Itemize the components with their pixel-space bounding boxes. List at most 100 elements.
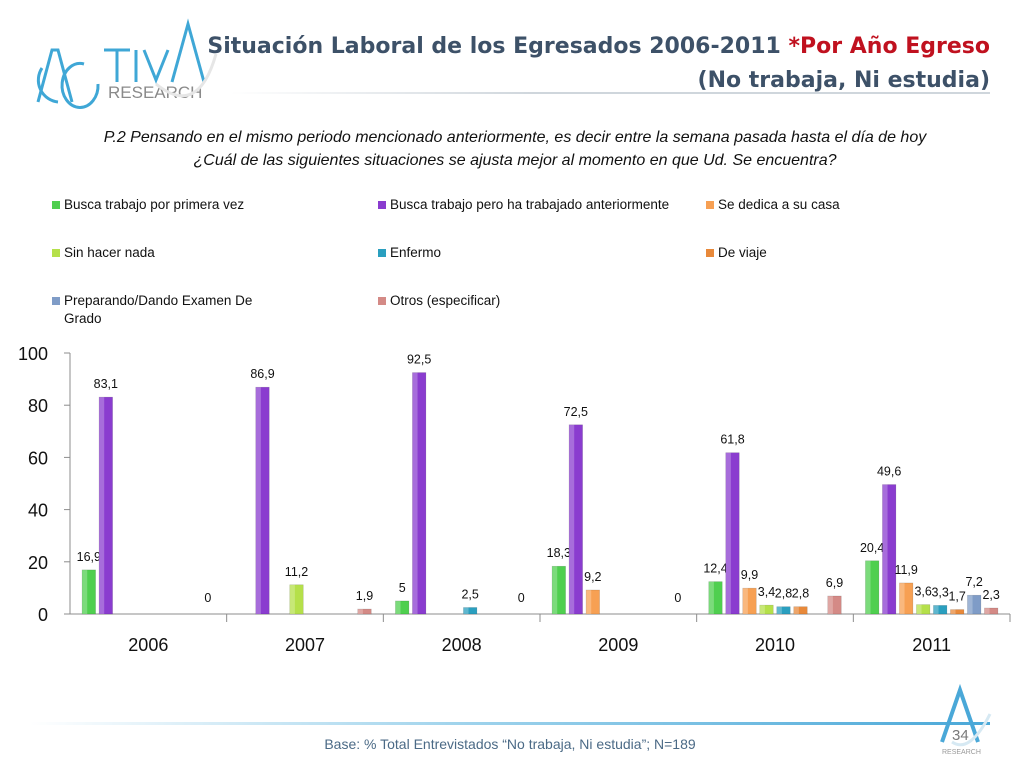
data-label: 7,2 (965, 575, 982, 589)
data-label: 1,7 (948, 590, 965, 604)
x-tick-label: 2009 (598, 635, 638, 655)
title-highlight: *Por Año Egreso (788, 34, 990, 59)
data-label: 3,3 (931, 585, 948, 599)
bar (725, 452, 740, 615)
bar (916, 604, 931, 615)
title-divider (230, 92, 990, 94)
bar-highlight (950, 609, 956, 614)
data-label: 0 (674, 591, 681, 605)
legend-swatch (52, 249, 60, 257)
legend-item: Sin hacer nada (52, 244, 155, 262)
bar (742, 587, 757, 615)
bar-highlight (916, 604, 922, 614)
data-label: 2,8 (775, 587, 792, 601)
legend-item: Busca trabajo pero ha trabajado anterior… (378, 196, 669, 214)
data-label: 6,9 (826, 576, 843, 590)
data-label: 49,6 (877, 465, 901, 479)
legend-item: De viaje (706, 244, 767, 262)
legend-label: Busca trabajo pero ha trabajado anterior… (390, 197, 670, 212)
bar-highlight (742, 588, 748, 614)
data-label: 2,3 (982, 588, 999, 602)
bar (463, 607, 478, 615)
bar-highlight (99, 397, 105, 614)
legend-swatch (378, 249, 386, 257)
page-number: 34 (952, 727, 969, 744)
bar-highlight (865, 560, 871, 614)
legend-swatch (706, 249, 714, 257)
bar-highlight (586, 589, 592, 614)
bar-highlight (82, 569, 88, 614)
question-line-2: ¿Cuál de las siguientes situaciones se a… (193, 152, 837, 169)
bar-chart: 0 20 40 60 80 100 2006 16,9 83,1 0 2007 86,9 11,2 1,9… (18, 344, 1011, 655)
legend-label: Enfermo (390, 245, 442, 260)
bar (776, 606, 791, 615)
bar (412, 372, 427, 615)
bar (882, 484, 897, 615)
data-label: 3,4 (758, 585, 775, 599)
bar-highlight (759, 605, 765, 614)
slide-title: Situación Laboral de los Egresados 2006-… (207, 30, 990, 98)
bar-highlight (569, 424, 575, 614)
title-line-1: Situación Laboral de los Egresados 2006-… (207, 30, 990, 64)
bar-highlight (967, 595, 973, 614)
data-label: 11,2 (285, 565, 308, 579)
question-line-1: P.2 Pensando en el mismo periodo mencion… (103, 129, 927, 146)
y-tick-label: 20 (28, 553, 48, 573)
legend-swatch (52, 297, 60, 305)
legend-swatch (378, 297, 386, 305)
bar (984, 607, 999, 615)
y-tick-label: 60 (28, 448, 48, 468)
data-label: 16,9 (77, 550, 101, 564)
title-line-2: (No trabaja, Ni estudia) (697, 68, 990, 93)
data-label: 0 (518, 591, 525, 605)
bar (967, 594, 982, 615)
bar (395, 600, 410, 615)
footer-divider (30, 722, 990, 725)
bar-highlight (793, 606, 799, 614)
data-label: 9,2 (584, 570, 601, 584)
bar-highlight (725, 452, 731, 614)
data-label: 1,9 (356, 589, 373, 603)
bar-highlight (552, 566, 558, 614)
legend-label: Preparando/Dando Examen De Grado (64, 293, 253, 326)
data-label: 2,8 (792, 587, 809, 601)
bar (933, 605, 948, 615)
y-tick-label: 0 (38, 605, 48, 625)
bar (568, 424, 583, 615)
data-label: 18,3 (547, 546, 571, 560)
bar (827, 595, 842, 615)
data-label: 5 (399, 581, 406, 595)
legend-swatch (706, 201, 714, 209)
legend-label: Se dedica a su casa (718, 197, 840, 212)
legend-swatch (378, 201, 386, 209)
base-note: Base: % Total Entrevistados “No trabaja,… (324, 736, 696, 752)
bar (585, 589, 600, 615)
bar (289, 584, 304, 615)
bar (255, 386, 270, 615)
bar-highlight (899, 582, 905, 614)
bar (899, 582, 914, 615)
data-label: 20,4 (860, 541, 884, 555)
legend-label: Sin hacer nada (64, 245, 155, 260)
bar (357, 608, 372, 615)
data-label: 61,8 (720, 433, 744, 447)
x-tick-label: 2011 (912, 635, 951, 655)
bar-highlight (357, 609, 363, 614)
bar-highlight (882, 484, 888, 614)
bar (708, 581, 723, 615)
bar-highlight (776, 606, 782, 614)
data-label: 0 (204, 591, 211, 605)
legend-item: Se dedica a su casa (706, 196, 840, 214)
bar-highlight (395, 600, 401, 614)
legend-item: Enfermo (378, 244, 441, 262)
legend-item: Busca trabajo por primera vez (52, 196, 244, 214)
legend-label: De viaje (718, 245, 767, 260)
footer-logo-icon: RESEARCH (940, 684, 992, 756)
data-label: 3,6 (914, 585, 931, 599)
bar (81, 569, 96, 615)
bar-highlight (827, 595, 833, 614)
bar-highlight (463, 607, 469, 614)
legend-swatch (52, 201, 60, 209)
y-tick-label: 40 (28, 501, 48, 521)
legend-item: Preparando/Dando Examen De Grado (52, 292, 272, 328)
